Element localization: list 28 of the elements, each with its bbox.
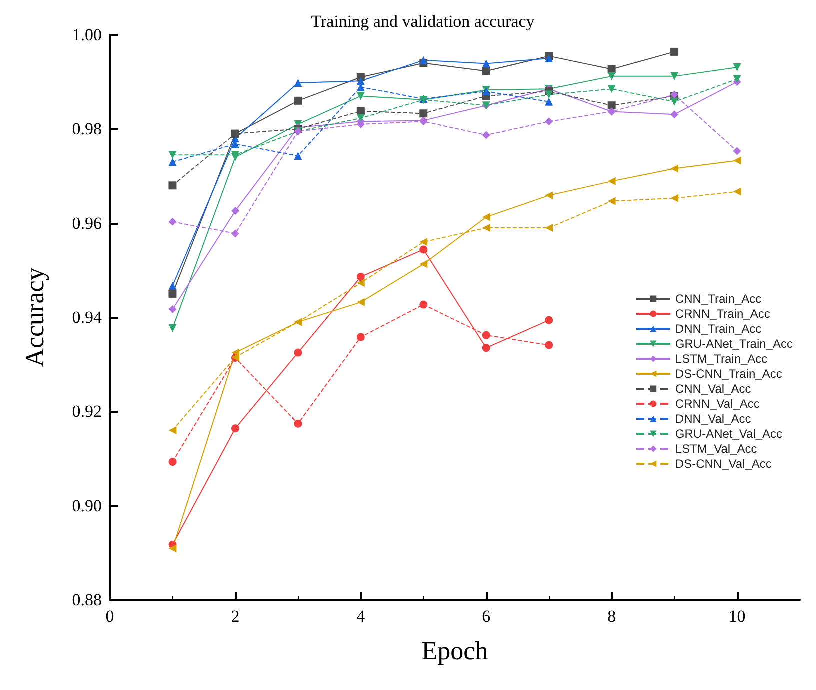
legend-label: DS-CNN_Val_Acc: [675, 457, 772, 471]
legend-label: DNN_Train_Acc: [675, 322, 762, 336]
legend-label: GRU-ANet_Val_Acc: [675, 427, 783, 441]
legend-label: GRU-ANet_Train_Acc: [675, 337, 794, 351]
y-tick-label: 0.96: [72, 214, 102, 233]
legend-label: CNN_Val_Acc: [675, 382, 752, 396]
legend-label: LSTM_Train_Acc: [675, 352, 768, 366]
y-tick-label: 0.94: [72, 308, 102, 327]
y-tick-label: 0.92: [72, 402, 102, 422]
legend-label: DNN_Val_Acc: [675, 412, 752, 426]
y-tick-label: 0.88: [72, 590, 102, 610]
x-tick-label: 2: [231, 607, 240, 626]
legend-label: LSTM_Val_Acc: [675, 442, 758, 456]
y-tick-label: 0.98: [72, 120, 102, 139]
x-tick-label: 8: [608, 607, 616, 626]
chart-title: Training and validation accuracy: [311, 12, 536, 31]
y-tick-label: 0.90: [72, 496, 102, 516]
x-tick-label: 4: [356, 607, 366, 626]
legend-label: CNN_Train_Acc: [675, 292, 762, 306]
y-axis-title: Accuracy: [20, 268, 50, 368]
y-tick-label: 1.00: [72, 26, 102, 44]
legend-label: CRNN_Train_Acc: [675, 307, 770, 321]
legend-label: DS-CNN_Train_Acc: [675, 367, 782, 381]
legend-label: CRNN_Val_Acc: [675, 397, 760, 411]
x-tick-label: 0: [106, 607, 114, 626]
x-tick-label: 6: [482, 607, 491, 626]
x-axis-title: Epoch: [422, 636, 488, 666]
x-tick-label: 10: [728, 607, 746, 626]
